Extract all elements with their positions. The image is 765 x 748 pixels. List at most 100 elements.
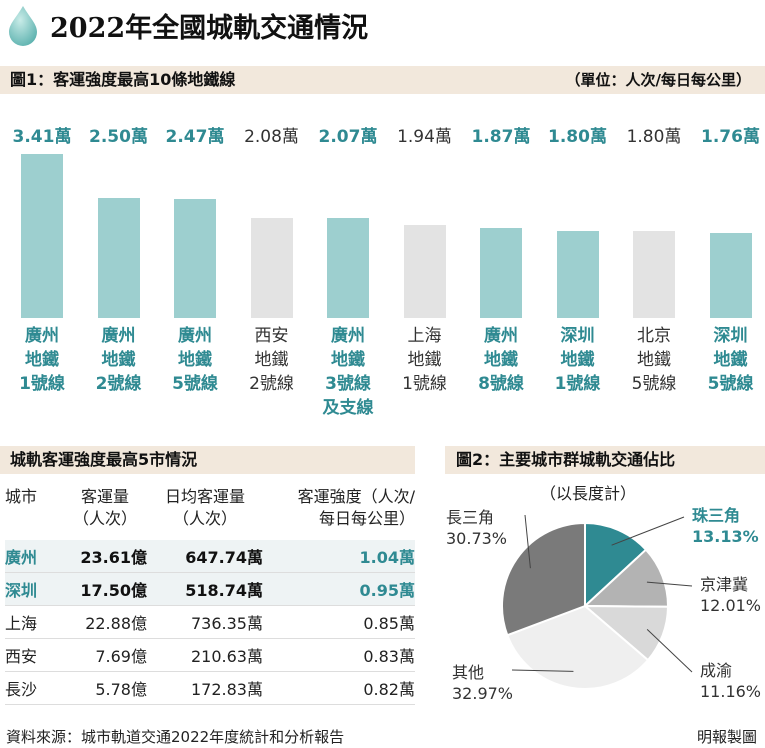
- bar-category-line: 地鐵: [25, 350, 59, 370]
- page-title: 2022年全國城軌交通情況: [50, 13, 369, 44]
- bar-value-label: 2.47萬: [165, 127, 225, 147]
- bar-category-line: 2號線: [249, 374, 294, 394]
- bar-category-line: 2號線: [95, 374, 142, 394]
- bar-value-label: 1.94萬: [397, 127, 452, 147]
- table-cell-ints: 0.82萬: [263, 671, 415, 705]
- bar-value-label: 2.07萬: [318, 127, 378, 147]
- pie-label-name: 成渝: [700, 661, 733, 680]
- bar-category-line: 廣州: [484, 326, 518, 346]
- bar-category-label: 深圳地鐵 5號線: [693, 324, 765, 396]
- bar-category-line: 廣州: [25, 326, 59, 346]
- bar-category-line: 5號線: [172, 374, 218, 394]
- table-cell-name: 西安: [5, 638, 63, 672]
- bar-value-label: 2.08萬: [244, 127, 299, 147]
- table-cell-name: 廣州: [5, 540, 63, 573]
- bar-category-label: 深圳地鐵 1號線: [540, 324, 616, 396]
- pie-leader-line: [646, 628, 693, 673]
- fig2-subtitle: （以長度計）: [540, 484, 637, 503]
- bar-category-line: 地鐵: [713, 350, 748, 370]
- fig2-header-band: [445, 446, 765, 474]
- bar-category-line: 西安: [254, 326, 289, 346]
- pie-label: 成渝 11.16%: [700, 660, 761, 702]
- pie-slice: [582, 548, 669, 608]
- bar-category-line: 地鐵: [560, 350, 595, 370]
- table-cell-ints: 0.83萬: [263, 638, 415, 672]
- table-cell-daily: 172.83萬: [147, 671, 263, 705]
- pie-label-name: 長三角: [446, 508, 495, 527]
- bar-category-label: 廣州地鐵 5號線: [157, 324, 233, 396]
- pie-slice: [501, 521, 586, 637]
- table-cell-vol: 22.88億: [63, 605, 147, 639]
- bar-category-line: 3號線: [325, 374, 371, 394]
- pie-leader-line: [524, 514, 531, 569]
- bar-value-label: 3.41萬: [12, 127, 72, 147]
- table-cell-daily: 210.63萬: [147, 638, 263, 672]
- table-cell-name: 深圳: [5, 572, 63, 606]
- table-cell-vol: 7.69億: [63, 638, 147, 672]
- bar: [709, 233, 752, 318]
- pie-label-name: 珠三角: [692, 506, 741, 525]
- fig1-title: 圖1：客運強度最高10條地鐵線: [10, 70, 236, 89]
- fig1-unit: （單位：人次/每日每公里）: [565, 71, 751, 89]
- bar: [480, 228, 522, 318]
- pie-leader-line: [611, 516, 685, 546]
- table-cell-ints: 0.85萬: [263, 605, 415, 639]
- bar-category-line: 5號線: [631, 374, 677, 394]
- bar-category-label: 西安地鐵 2號線: [234, 324, 310, 396]
- table-row: 上海 22.88億 736.35萬 0.85萬: [5, 605, 415, 639]
- bar-category-line: 8號線: [478, 374, 524, 394]
- table-row: 深圳 17.50億 518.74萬 0.95萬: [5, 572, 415, 606]
- bar-category-line: 深圳: [713, 326, 748, 346]
- bar-category-line: 地鐵: [331, 350, 365, 370]
- th-daily: 日均客運量 （人次）: [164, 487, 245, 528]
- pie-label-value: 13.13%: [692, 527, 759, 546]
- fig1-header-band: [0, 66, 765, 94]
- th-city: 城市: [5, 487, 38, 506]
- bar-value-label: 2.50萬: [89, 127, 148, 147]
- pie-slice: [506, 604, 650, 690]
- pie-label: 珠三角 13.13%: [692, 505, 759, 547]
- table-row: 西安 7.69億 210.63萬 0.83萬: [5, 638, 415, 672]
- bar-value-label: 1.80萬: [626, 127, 682, 147]
- bar-category-line: 深圳: [560, 326, 595, 346]
- bar-category-line: 5號線: [707, 374, 754, 394]
- table-cell-ints: 1.04萬: [263, 540, 415, 573]
- pie-label-value: 12.01%: [700, 596, 762, 615]
- fig2-title: 圖2：主要城市群城軌交通佔比: [456, 450, 676, 469]
- table-cell-vol: 5.78億: [63, 671, 147, 705]
- fig1-bar-chart: 3.41萬廣州地鐵 1號線 2.50萬廣州地鐵 2號線 2.47萬廣州地鐵 5號線 2.08…: [0, 100, 765, 430]
- th-intensity: 客運強度（人次/每日每公里）: [297, 487, 415, 528]
- bar-category-line: 地鐵: [254, 350, 289, 370]
- bar-value-label: 1.80萬: [548, 127, 607, 147]
- pie-leader-line: [646, 581, 693, 587]
- bar: [633, 231, 675, 318]
- th-volume: 客運量 （人次）: [72, 487, 137, 528]
- bar-category-label: 上海 地鐵 1號線: [387, 324, 463, 396]
- table-cell-daily: 736.35萬: [147, 605, 263, 639]
- bar-category-line: 地鐵: [178, 350, 212, 370]
- bar-category-line: 北京: [637, 326, 671, 346]
- pie-label: 京津冀 12.01%: [700, 574, 761, 616]
- bar-category-line: 廣州: [178, 326, 212, 346]
- bar-category-line: 地鐵: [101, 350, 136, 370]
- bar-category-line: 廣州: [331, 326, 365, 346]
- bar-category-label: 廣州地鐵 1號線: [4, 324, 80, 396]
- title-drop-icon: [9, 6, 37, 46]
- pie-leader-line: [511, 669, 574, 672]
- bar: [250, 217, 293, 318]
- bar-category-line: 廣州: [101, 326, 136, 346]
- bar-category-line: 1號線: [554, 374, 601, 394]
- source-note: 資料來源：城市軌道交通2022年度統計和分析報告: [6, 728, 345, 746]
- bar-category-label: 廣州 地鐵 8號線: [463, 324, 539, 396]
- pie-label-value: 30.73%: [446, 529, 508, 548]
- table-cell-vol: 23.61億: [63, 540, 147, 573]
- pie-label-value: 11.16%: [700, 682, 762, 701]
- bar: [174, 199, 216, 318]
- bar: [403, 224, 446, 318]
- table-cell-ints: 0.95萬: [263, 572, 415, 606]
- credit: 明報製圖: [696, 728, 757, 746]
- bar: [97, 197, 140, 318]
- bar-category-line: 1號線: [19, 374, 65, 394]
- table-cell-daily: 518.74萬: [147, 572, 263, 606]
- bar-category-line: 1號線: [402, 374, 447, 394]
